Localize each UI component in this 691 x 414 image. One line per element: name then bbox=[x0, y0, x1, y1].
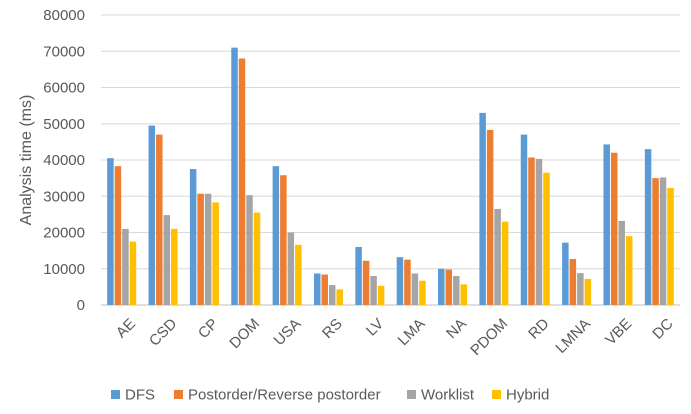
y-axis-title: Analysis time (ms) bbox=[18, 95, 35, 226]
bar bbox=[189, 169, 197, 305]
x-tick-label: LMNA bbox=[552, 315, 593, 356]
bar bbox=[528, 157, 535, 305]
bar bbox=[287, 232, 295, 305]
bar bbox=[328, 285, 336, 305]
bar bbox=[156, 134, 163, 305]
bar bbox=[625, 236, 633, 305]
bar bbox=[603, 144, 610, 305]
bar bbox=[659, 177, 667, 305]
legend-label: Postorder/Reverse postorder bbox=[188, 387, 381, 404]
bar bbox=[535, 158, 543, 305]
bar bbox=[122, 228, 129, 305]
bar bbox=[404, 259, 411, 305]
x-tick-label: PDOM bbox=[467, 315, 511, 359]
bar bbox=[486, 129, 494, 305]
bar bbox=[377, 285, 385, 305]
x-tick-label: CSD bbox=[146, 315, 181, 350]
bar bbox=[107, 158, 114, 305]
bar bbox=[238, 58, 246, 305]
bar bbox=[362, 260, 370, 305]
y-tick-label: 10000 bbox=[43, 261, 85, 278]
bar bbox=[212, 202, 219, 305]
legend-swatch bbox=[492, 390, 501, 399]
y-tick-label: 80000 bbox=[43, 7, 85, 24]
bar bbox=[204, 193, 212, 305]
gridlines bbox=[101, 14, 680, 306]
bar bbox=[253, 212, 261, 305]
bar bbox=[313, 273, 321, 305]
x-tick-label: LV bbox=[363, 315, 387, 339]
y-tick-label: 70000 bbox=[43, 43, 85, 60]
bar bbox=[520, 134, 528, 305]
x-tick-label: NA bbox=[443, 315, 470, 342]
y-axis-ticks: 0 10000 20000 30000 40000 50000 60000 70000 8000… bbox=[43, 7, 85, 314]
legend: DFS Postorder/Reverse postorder Worklist Hy… bbox=[111, 387, 549, 404]
x-tick-label: DOM bbox=[226, 315, 263, 352]
bar bbox=[577, 273, 584, 305]
y-tick-label: 30000 bbox=[43, 188, 85, 205]
bar bbox=[370, 276, 377, 305]
bar bbox=[543, 172, 550, 305]
legend-label: DFS bbox=[125, 387, 155, 404]
legend-swatch bbox=[111, 390, 120, 399]
bar bbox=[411, 273, 419, 305]
bar bbox=[644, 149, 652, 305]
bar bbox=[667, 187, 674, 305]
bar bbox=[479, 112, 486, 305]
x-tick-label: VBE bbox=[602, 315, 635, 348]
bar bbox=[445, 269, 453, 305]
bar bbox=[336, 289, 343, 305]
bar bbox=[419, 280, 426, 305]
bar bbox=[280, 175, 287, 305]
x-tick-label: LMA bbox=[395, 315, 429, 349]
bar bbox=[610, 152, 618, 305]
bar bbox=[618, 220, 625, 305]
x-tick-label: RD bbox=[525, 315, 552, 342]
bar bbox=[562, 242, 569, 305]
bar bbox=[295, 244, 302, 305]
x-tick-label: RS bbox=[319, 315, 346, 342]
legend-label: Worklist bbox=[421, 387, 475, 404]
bar bbox=[355, 247, 362, 305]
bar bbox=[129, 241, 137, 305]
bar bbox=[652, 178, 659, 305]
bar bbox=[197, 193, 204, 305]
bar bbox=[246, 195, 253, 305]
bar bbox=[438, 268, 445, 305]
bar bbox=[114, 166, 122, 305]
bar bbox=[569, 258, 577, 305]
bar bbox=[584, 278, 592, 305]
bar bbox=[396, 257, 404, 305]
x-tick-label: AE bbox=[113, 315, 139, 341]
bars bbox=[107, 47, 674, 305]
bar bbox=[494, 208, 501, 305]
bar bbox=[163, 215, 171, 305]
bar bbox=[231, 47, 238, 305]
legend-swatch bbox=[174, 390, 183, 399]
y-tick-label: 50000 bbox=[43, 116, 85, 133]
y-tick-label: 60000 bbox=[43, 80, 85, 97]
y-tick-label: 20000 bbox=[43, 225, 85, 242]
bar bbox=[272, 166, 280, 305]
x-tick-label: USA bbox=[271, 315, 305, 349]
y-tick-label: 0 bbox=[77, 297, 85, 314]
x-tick-label: DC bbox=[649, 315, 676, 342]
bar bbox=[321, 274, 328, 305]
bar bbox=[460, 284, 468, 305]
x-tick-label: CP bbox=[195, 315, 222, 342]
bar bbox=[171, 228, 178, 305]
legend-swatch bbox=[407, 390, 416, 399]
bar bbox=[453, 276, 460, 305]
bar bbox=[501, 221, 509, 305]
legend-label: Hybrid bbox=[506, 387, 549, 404]
bar bbox=[148, 125, 156, 305]
y-tick-label: 40000 bbox=[43, 152, 85, 169]
